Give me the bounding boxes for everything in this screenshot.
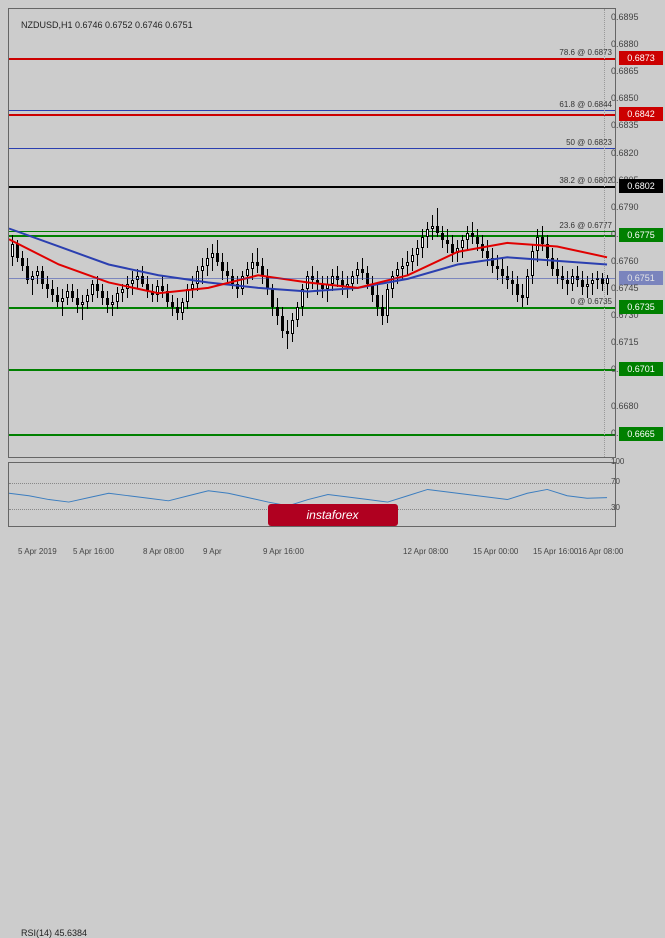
y-tick-label: 0.6790 (608, 202, 656, 212)
y-tick-label: 0.6715 (608, 337, 656, 347)
x-tick-label: 9 Apr 16:00 (263, 547, 304, 556)
y-tick-label: 0.6850 (608, 93, 656, 103)
current-price-line: 0.6751 (9, 278, 615, 279)
rsi-tick-label: 70 (608, 477, 656, 486)
y-tick-label: 0.6895 (608, 12, 656, 22)
x-tick-label: 5 Apr 2019 (18, 547, 57, 556)
x-tick-label: 15 Apr 00:00 (473, 547, 518, 556)
level-price-box: 0.6701 (619, 362, 663, 376)
x-tick-label: 8 Apr 08:00 (143, 547, 184, 556)
chart-title: NZDUSD,H1 0.6746 0.6752 0.6746 0.6751 (21, 20, 193, 30)
rsi-y-axis: 3070100 (608, 462, 656, 527)
y-tick-label: 0.6760 (608, 256, 656, 266)
x-tick-label: 9 Apr (203, 547, 222, 556)
x-tick-label: 15 Apr 16:00 (533, 547, 578, 556)
level-price-box: 0.6665 (619, 427, 663, 441)
instaforex-watermark: instaforex (268, 504, 398, 526)
x-tick-label: 5 Apr 16:00 (73, 547, 114, 556)
y-tick-label: 0.6865 (608, 66, 656, 76)
y-tick-label: 0.6745 (608, 283, 656, 293)
y-tick-label: 0.6835 (608, 120, 656, 130)
moving-averages (9, 9, 615, 457)
rsi-tick-label: 100 (608, 457, 656, 466)
ma-line (9, 239, 607, 293)
y-tick-label: 0.6820 (608, 148, 656, 158)
level-price-box: 0.6735 (619, 300, 663, 314)
chart-container: NZDUSD,H1 0.6746 0.6752 0.6746 0.6751 78… (0, 0, 665, 561)
rsi-tick-label: 30 (608, 503, 656, 512)
price-plot-area[interactable]: NZDUSD,H1 0.6746 0.6752 0.6746 0.6751 78… (8, 8, 616, 458)
y-tick-label: 0.6680 (608, 401, 656, 411)
y-tick-label: 0.6880 (608, 39, 656, 49)
level-price-box: 0.6842 (619, 107, 663, 121)
level-price-box: 0.6775 (619, 228, 663, 242)
time-x-axis: 5 Apr 2019 5 Apr 16:00 8 Apr 08:00 9 Apr 9 A… (8, 532, 616, 556)
x-tick-label: 12 Apr 08:00 (403, 547, 448, 556)
rsi-title: RSI(14) 45.6384 (21, 928, 87, 938)
x-tick-label: 16 Apr 08:00 (578, 547, 623, 556)
level-price-box: 0.6802 (619, 179, 663, 193)
level-price-box: 0.6873 (619, 51, 663, 65)
